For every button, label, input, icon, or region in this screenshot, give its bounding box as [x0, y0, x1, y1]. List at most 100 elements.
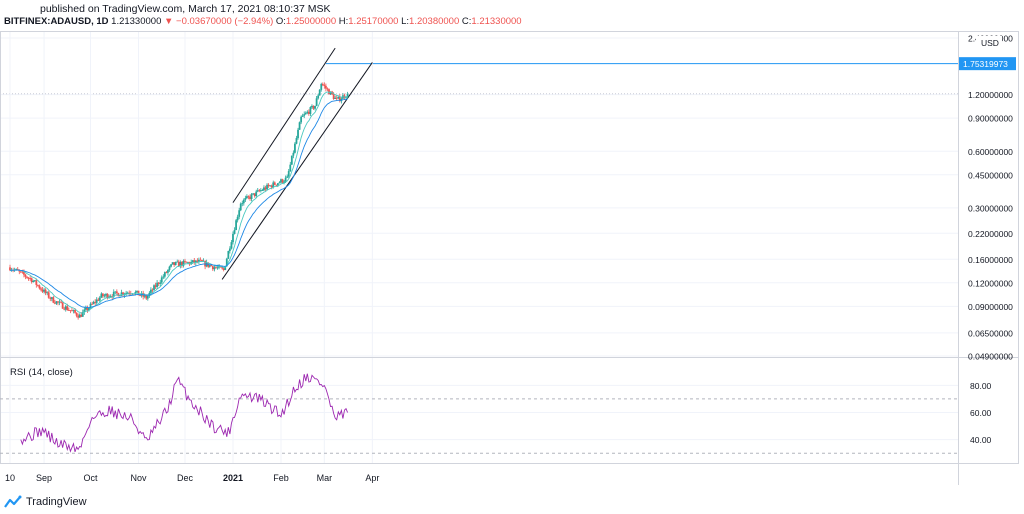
candle-body [126, 292, 129, 294]
candle-body [40, 288, 42, 290]
candle-body [259, 190, 262, 192]
candle-body [78, 314, 81, 318]
candle-body [311, 105, 313, 108]
candle-body [211, 266, 214, 270]
candle-body [167, 269, 169, 273]
candle-body [77, 315, 80, 318]
candle-body [182, 260, 185, 266]
candle-body [323, 84, 326, 86]
price-tick-label: 0.30000000 [968, 203, 1013, 213]
candle-body [74, 309, 76, 313]
unit-label: USD [981, 38, 999, 48]
candle-body [284, 177, 287, 182]
time-tick-label: Dec [177, 473, 194, 483]
candle-body [346, 93, 349, 98]
open-value: 1.25000000 [285, 16, 337, 27]
candle-body [286, 176, 289, 178]
trend-channel[interactable] [221, 47, 373, 280]
candle-body [41, 289, 44, 292]
price-tick-label: 0.45000000 [968, 170, 1013, 180]
price-axis[interactable]: 2.400000001.200000000.900000000.60000000… [959, 34, 1016, 362]
candle-body [43, 289, 45, 292]
candle-body [179, 262, 182, 267]
candle-body [150, 289, 152, 293]
candle-body [221, 267, 224, 269]
candle-body [89, 303, 92, 309]
candle-body [61, 302, 64, 309]
candle-body [26, 276, 28, 278]
candle-body [275, 184, 278, 186]
candle-body [23, 271, 25, 275]
candle-body [334, 97, 337, 99]
unit-label-bg [976, 36, 1002, 48]
candle-body [154, 285, 157, 287]
candle-body [50, 297, 53, 299]
candle-body [255, 191, 258, 196]
candle-body [9, 267, 11, 271]
candle-body [292, 152, 295, 156]
candle-body [75, 312, 78, 316]
time-tick-label: 2021 [223, 473, 243, 483]
candle-body [338, 96, 341, 102]
candle-body [332, 94, 335, 99]
candle-body [303, 114, 306, 116]
candle-body [33, 280, 36, 282]
candle-body [184, 260, 186, 262]
rsi-line [20, 373, 349, 453]
candle-body [337, 96, 340, 99]
candle-body [120, 292, 123, 296]
candle-body [106, 293, 109, 298]
candle-body [198, 259, 200, 263]
price-tick-label: 0.22000000 [968, 229, 1013, 239]
open-label: O: [275, 16, 286, 27]
candle-body [266, 184, 268, 190]
candle-body [136, 290, 138, 292]
candle-body [193, 260, 196, 263]
candle-body [314, 105, 316, 109]
candle-body [125, 292, 128, 295]
candle-body [263, 187, 265, 191]
candle-body [250, 194, 253, 199]
candle-body [225, 258, 228, 267]
candle-body [253, 193, 256, 196]
candle-body [112, 291, 115, 297]
candle-body [72, 309, 75, 311]
candle-body [298, 122, 301, 130]
candle-body [321, 83, 324, 85]
candle-body [304, 112, 307, 115]
symbol-legend: BITFINEX:ADAUSD, 1D 1.21330000 ▼ −0.0367… [4, 16, 522, 27]
candle-body [24, 274, 27, 277]
candle-body [97, 299, 100, 301]
candle-body [238, 210, 241, 217]
time-axis[interactable]: 10 Sep Oct Nov Dec 2021 Feb Mar Apr [5, 473, 379, 483]
tradingview-logo[interactable]: TradingView [4, 495, 87, 509]
candle-body [318, 89, 321, 96]
candle-body [307, 111, 310, 114]
candle-body [66, 306, 69, 311]
candle-body [345, 97, 347, 98]
candle-body [258, 190, 261, 192]
candle-body [69, 310, 72, 312]
price-tick-label: 0.09000000 [968, 302, 1013, 312]
price-tick-label: 0.60000000 [968, 147, 1013, 157]
high-value: 1.25170000 [348, 16, 399, 27]
candle-body [180, 262, 183, 266]
brand-name: TradingView [26, 496, 87, 508]
candle-body [281, 179, 284, 183]
candle-body [176, 261, 179, 263]
candle-body [157, 282, 160, 284]
candle-body [194, 260, 197, 263]
price-tick-label: 0.16000000 [968, 255, 1013, 265]
candle-body [30, 278, 33, 283]
time-tick-label: Nov [131, 473, 148, 483]
candle-body [57, 301, 59, 303]
time-tick-label: Oct [84, 473, 99, 483]
time-tick-label: Feb [273, 473, 289, 483]
candle-body [244, 198, 247, 200]
time-tick-label: Sep [36, 473, 52, 483]
candle-body [102, 293, 104, 297]
candle-body [210, 265, 213, 267]
candle-body [148, 292, 151, 296]
candle-body [295, 138, 298, 144]
